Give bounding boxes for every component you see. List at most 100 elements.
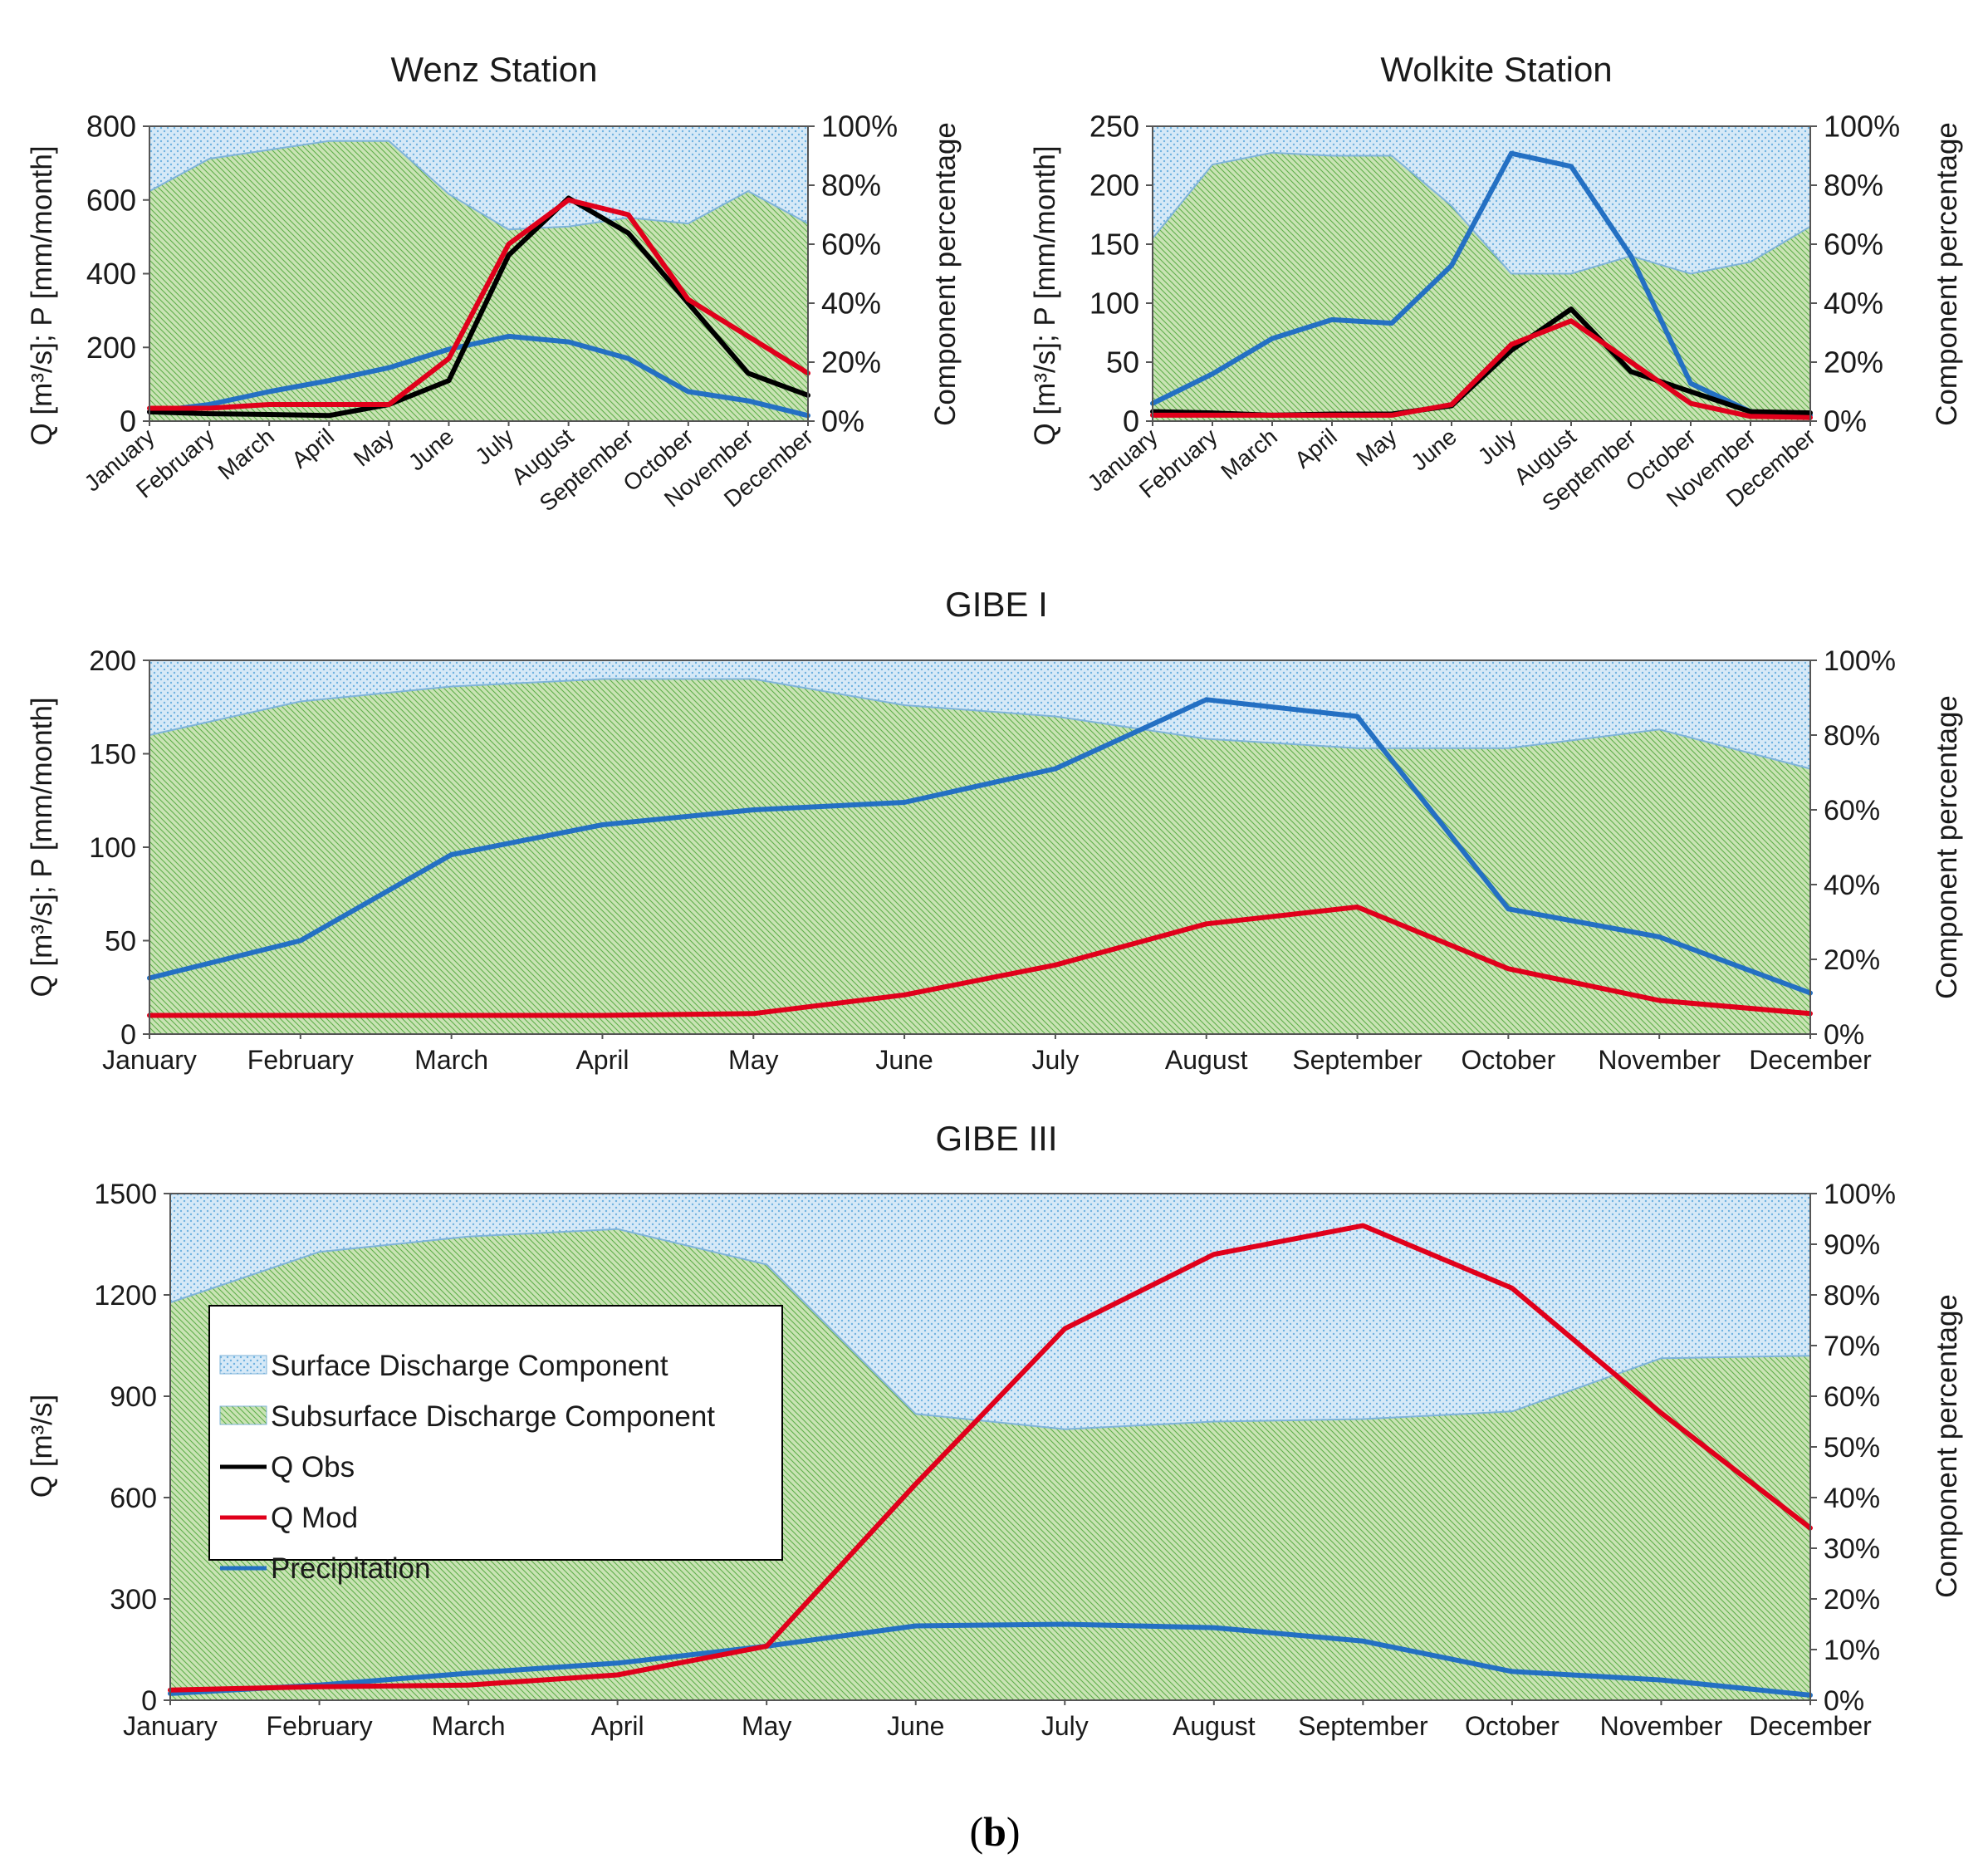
chart-gibe-3: GIBE III 0 300 600 900 1200 1500 0% 10% 20% 30% 40… bbox=[26, 1119, 1963, 1741]
y-left-tick-label: 50 bbox=[1106, 346, 1139, 380]
legend-label-subsurface: Subsurface Discharge Component bbox=[271, 1400, 715, 1433]
y-left-tick-label: 300 bbox=[110, 1584, 157, 1616]
subsurface-component-area bbox=[149, 140, 808, 422]
x-tick-label: April bbox=[286, 424, 339, 473]
series-line-q-mod bbox=[147, 905, 1813, 1018]
legend-item-subsurface: Subsurface Discharge Component bbox=[219, 1400, 715, 1433]
x-tick-label: April bbox=[591, 1711, 644, 1741]
y-left-tick-label: 0 bbox=[120, 405, 136, 439]
y-axis-right-label: Component percentage bbox=[1931, 695, 1963, 999]
y-right-tick-label: 100% bbox=[1824, 1179, 1896, 1210]
x-tick-label: June bbox=[887, 1711, 944, 1741]
plot-area: 0 50 100 150 200 0% 20% 40% 60% 80% 100% January Feb… bbox=[89, 645, 1896, 1075]
y-left-tick-label: 0 bbox=[141, 1685, 157, 1717]
y-left-tick-label: 100 bbox=[89, 832, 136, 864]
y-right-tick-label: 0% bbox=[821, 405, 864, 439]
y-right-tick-label: 90% bbox=[1824, 1229, 1880, 1261]
y-left-tick-label: 800 bbox=[86, 110, 136, 144]
component-boundary-line bbox=[149, 140, 809, 231]
series-line-q-mod bbox=[168, 1223, 1813, 1693]
legend-label-surface: Surface Discharge Component bbox=[271, 1350, 668, 1382]
y-left-tick-label: 0 bbox=[120, 1019, 136, 1051]
series-line-q-mod bbox=[1150, 318, 1813, 420]
y-right-tick-label: 20% bbox=[821, 346, 881, 380]
x-tick-label: September bbox=[1292, 1045, 1422, 1075]
y-right-tick-label: 20% bbox=[1824, 346, 1883, 380]
series-line-q-mod bbox=[147, 197, 810, 411]
y-right-tick-label: 0% bbox=[1824, 1019, 1864, 1051]
plot-area: 0501001502002500%20%40%60%80%100%January… bbox=[1083, 110, 1900, 517]
legend-label-precipitation: Precipitation bbox=[271, 1552, 431, 1585]
y-right-tick-label: 100% bbox=[1824, 110, 1900, 144]
legend-label-q-obs: Q Obs bbox=[271, 1451, 355, 1483]
y-left-tick-label: 200 bbox=[1089, 169, 1139, 203]
plot-frame bbox=[1152, 125, 1811, 422]
chart-gibe-1: GIBE I 0 50 100 150 200 0% 20% 40% 60% 80% 100% Jan… bbox=[26, 585, 1963, 1075]
chart-wenz-station: Wenz Station 0 200 400 600 800 0% 20% 40% 60% 80%… bbox=[26, 50, 962, 517]
y-left-tick-label: 600 bbox=[86, 183, 136, 217]
y-right-tick-label: 60% bbox=[1824, 1381, 1880, 1413]
component-boundary-line bbox=[169, 1228, 1811, 1430]
chart-title: Wolkite Station bbox=[1380, 50, 1612, 89]
y-right-tick-label: 70% bbox=[1824, 1331, 1880, 1362]
chart-title: GIBE I bbox=[945, 585, 1048, 624]
x-tick-label: August bbox=[1165, 1045, 1248, 1075]
y-left-tick-label: 150 bbox=[1089, 228, 1139, 262]
y-right-tick-label: 40% bbox=[1824, 870, 1880, 901]
y-right-tick-label: 80% bbox=[1824, 720, 1880, 752]
x-tick-label: June bbox=[1406, 424, 1461, 476]
y-right-tick-label: 0% bbox=[1824, 1685, 1864, 1717]
x-tick-label: December bbox=[1749, 1711, 1872, 1741]
x-tick-label: March bbox=[414, 1045, 488, 1075]
x-tick-label: May bbox=[742, 1711, 791, 1741]
figure-caption: (b) bbox=[969, 1808, 1020, 1855]
caption-paren-open: ( bbox=[969, 1808, 983, 1855]
x-tick-label: March bbox=[1216, 424, 1282, 485]
y-left-tick-label: 100 bbox=[1089, 287, 1139, 321]
subsurface-component-area bbox=[1153, 152, 1810, 421]
chart-title: Wenz Station bbox=[390, 50, 597, 89]
x-tick-label: December bbox=[1749, 1045, 1872, 1075]
y-right-tick-label: 80% bbox=[1824, 1280, 1880, 1312]
x-tick-label: July bbox=[1041, 1711, 1089, 1741]
series-line-precipitation bbox=[147, 333, 810, 419]
x-tick-label: April bbox=[1290, 424, 1342, 473]
legend-swatch-subsurface bbox=[219, 1405, 267, 1425]
legend-item-surface: Surface Discharge Component bbox=[219, 1350, 668, 1382]
chart-title: GIBE III bbox=[935, 1119, 1057, 1158]
y-left-tick-label: 250 bbox=[1089, 110, 1139, 144]
x-tick-label: November bbox=[1600, 1711, 1723, 1741]
y-left-tick-label: 600 bbox=[110, 1483, 157, 1514]
legend-item-q-mod: Q Mod bbox=[220, 1502, 358, 1534]
x-tick-label: January bbox=[102, 1045, 197, 1075]
y-left-tick-label: 400 bbox=[86, 257, 136, 291]
legend: Surface Discharge Component Subsurface D… bbox=[208, 1305, 783, 1585]
x-tick-label: January bbox=[123, 1711, 218, 1741]
legend-item-q-obs: Q Obs bbox=[220, 1451, 355, 1483]
y-axis-right-label: Component percentage bbox=[1931, 1294, 1963, 1598]
y-left-tick-label: 1200 bbox=[94, 1280, 157, 1312]
legend-box bbox=[208, 1305, 783, 1561]
chart-wolkite-station: Wolkite Station 0 50 100 150 200 250 0% 20% 40% 6… bbox=[1029, 50, 1963, 517]
y-left-tick-label: 200 bbox=[89, 645, 136, 677]
y-right-tick-label: 40% bbox=[1824, 287, 1883, 321]
x-tick-label: July bbox=[1031, 1045, 1079, 1075]
x-tick-label: July bbox=[1473, 424, 1521, 470]
caption-paren-close: ) bbox=[1006, 1808, 1021, 1855]
y-axis-left-label: Q [m³/s]; P [mm/month] bbox=[26, 145, 58, 445]
series-line-precipitation bbox=[147, 697, 1813, 996]
component-boundary-line bbox=[149, 678, 1811, 770]
x-tick-label: October bbox=[1461, 1045, 1555, 1075]
x-tick-label: February bbox=[247, 1045, 354, 1075]
x-tick-label: April bbox=[575, 1045, 629, 1075]
y-left-tick-label: 900 bbox=[110, 1381, 157, 1413]
y-right-tick-label: 0% bbox=[1824, 405, 1867, 439]
y-right-tick-label: 60% bbox=[1824, 795, 1880, 826]
y-left-tick-label: 1500 bbox=[94, 1179, 157, 1210]
y-left-tick-label: 0 bbox=[1123, 405, 1139, 439]
y-axis-left-label: Q [m³/s]; P [mm/month] bbox=[26, 697, 58, 997]
y-right-tick-label: 20% bbox=[1824, 944, 1880, 976]
series-line-precipitation bbox=[168, 1621, 1813, 1698]
x-tick-label: August bbox=[1173, 1711, 1256, 1741]
